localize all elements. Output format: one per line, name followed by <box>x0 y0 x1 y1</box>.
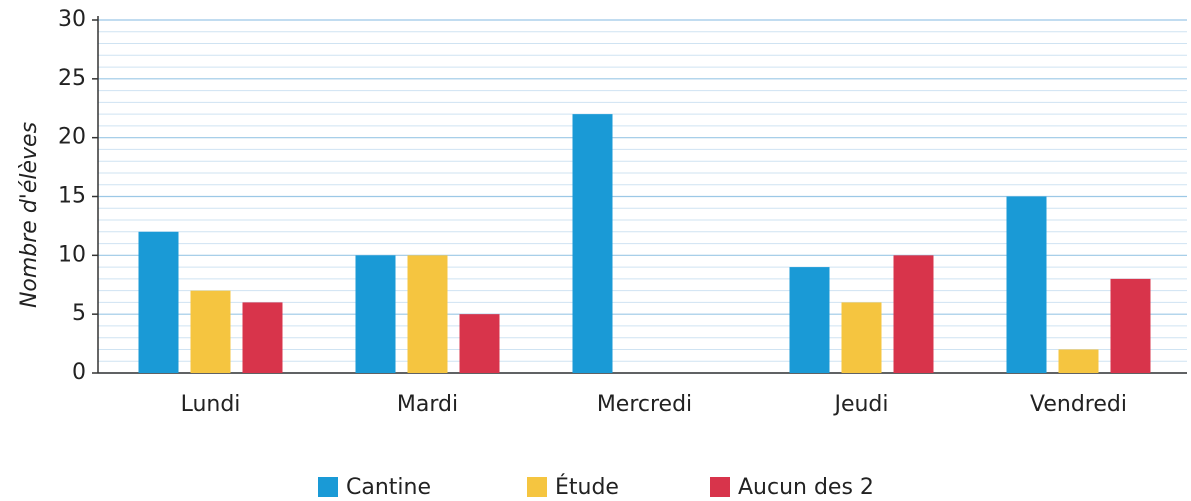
bar <box>893 255 934 373</box>
bar <box>1058 349 1099 373</box>
x-tick-label: Jeudi <box>832 392 888 417</box>
y-tick-label: 5 <box>72 301 86 326</box>
legend-label: Aucun des 2 <box>738 475 874 500</box>
legend-swatch <box>527 477 547 497</box>
bar <box>572 114 613 373</box>
bar <box>1110 278 1151 373</box>
bar <box>138 231 179 373</box>
bar <box>789 267 830 373</box>
legend-label: Cantine <box>346 475 431 500</box>
legend-swatch <box>318 477 338 497</box>
bar <box>242 302 283 373</box>
legend-swatch <box>710 477 730 497</box>
bar <box>407 255 448 373</box>
y-tick-label: 30 <box>58 7 86 32</box>
x-tick-label: Mardi <box>397 392 458 417</box>
bar <box>355 255 396 373</box>
x-tick-label: Vendredi <box>1030 392 1127 417</box>
y-tick-label: 25 <box>58 66 86 91</box>
y-tick-label: 10 <box>58 242 86 267</box>
bar <box>190 290 231 373</box>
y-tick-label: 0 <box>72 360 86 385</box>
x-tick-label: Lundi <box>181 392 241 417</box>
y-axis-label: Nombre d'élèves <box>17 122 42 308</box>
x-tick-label: Mercredi <box>597 392 692 417</box>
y-tick-label: 15 <box>58 184 86 209</box>
bar <box>841 302 882 373</box>
legend-label: Étude <box>555 474 619 500</box>
bar <box>459 314 500 373</box>
bar <box>1006 196 1047 373</box>
y-tick-label: 20 <box>58 125 86 150</box>
